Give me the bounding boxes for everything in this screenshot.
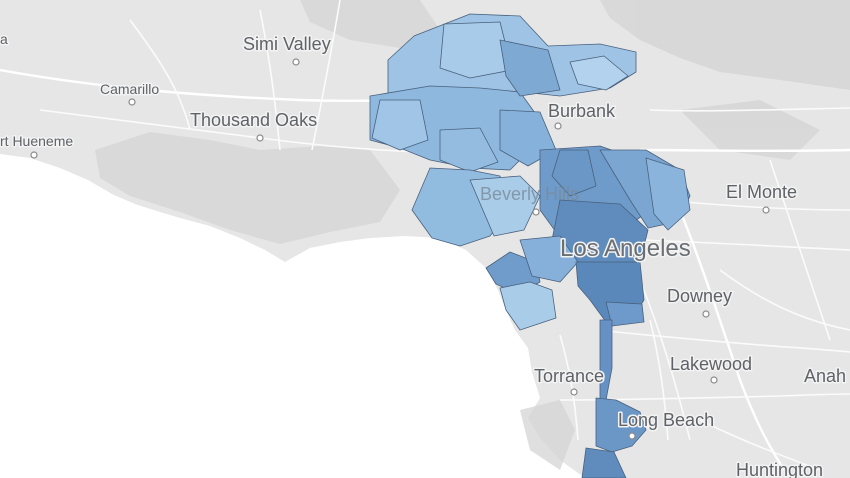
label-anaheim: Anah bbox=[804, 366, 846, 386]
label-beverly-hills: Beverly Hills bbox=[480, 184, 579, 204]
label-thousand-oaks: Thousand Oaks bbox=[190, 110, 317, 130]
district-region[interactable] bbox=[499, 281, 557, 331]
district-region[interactable] bbox=[605, 301, 645, 327]
district-region[interactable] bbox=[551, 149, 597, 197]
label-huntington: Huntington bbox=[736, 460, 823, 478]
label-long-beach: Long Beach bbox=[618, 410, 714, 430]
label-ventura-partial: a bbox=[0, 31, 8, 47]
label-los-angeles: Los Angeles bbox=[560, 235, 691, 262]
label-camarillo: Camarillo bbox=[100, 81, 159, 97]
district-region[interactable] bbox=[439, 21, 513, 79]
label-burbank: Burbank bbox=[548, 101, 616, 121]
label-port-hueneme: rt Hueneme bbox=[0, 133, 73, 149]
district-region[interactable] bbox=[599, 319, 613, 401]
district-region[interactable] bbox=[499, 39, 561, 97]
district-region[interactable] bbox=[439, 127, 499, 173]
city-markers bbox=[30, 58, 770, 440]
district-region[interactable] bbox=[569, 55, 629, 91]
label-downey: Downey bbox=[667, 286, 732, 306]
terrain-shading bbox=[95, 0, 850, 470]
place-labels: a Simi Valley Camarillo Thousand Oaks rt… bbox=[0, 30, 848, 478]
label-torrance: Torrance bbox=[534, 366, 604, 386]
choropleth-layer bbox=[369, 13, 691, 478]
label-lakewood: Lakewood bbox=[670, 354, 752, 374]
district-region[interactable] bbox=[519, 235, 579, 283]
district-region[interactable] bbox=[371, 99, 429, 151]
label-simi-valley: Simi Valley bbox=[243, 34, 331, 54]
district-region[interactable] bbox=[469, 175, 541, 237]
district-region[interactable] bbox=[645, 157, 691, 231]
district-region[interactable] bbox=[581, 447, 627, 478]
label-el-monte: El Monte bbox=[726, 182, 797, 202]
